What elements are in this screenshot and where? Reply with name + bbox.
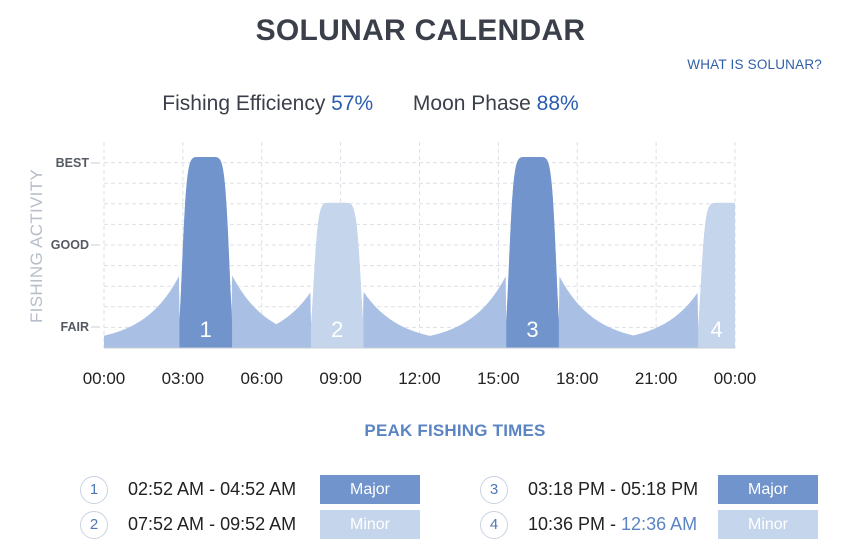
stats-bar: Fishing Efficiency 57% Moon Phase 88% [0, 92, 741, 116]
major-period-band [506, 156, 559, 348]
y-axis-title: FISHING ACTIVITY [27, 169, 46, 323]
peak-number: 3 [480, 476, 508, 504]
y-level-label: GOOD [51, 238, 89, 252]
major-badge[interactable]: Major [320, 475, 420, 504]
period-label: 2 [331, 317, 343, 342]
period-label: 1 [200, 317, 212, 342]
peak-time-range: 03:18 PM - 05:18 PM [528, 479, 699, 499]
peak-number: 4 [480, 511, 508, 539]
x-tick-label: 06:00 [240, 369, 283, 388]
fishing-efficiency-label: Fishing Efficiency [162, 92, 326, 115]
peak-row: 1 02:52 AM - 04:52 AM Major [80, 475, 420, 505]
chart-labels: 1 2 3 4 FAIR GOOD BEST FISHING ACTIVITY 00:00 03:… [27, 156, 756, 388]
minor-badge[interactable]: Minor [718, 510, 818, 539]
fishing-efficiency-value: 57% [331, 92, 374, 115]
peak-row: 3 03:18 PM - 05:18 PM Major [480, 475, 820, 505]
period-label: 4 [710, 317, 722, 342]
major-period-band [179, 156, 233, 348]
minor-badge[interactable]: Minor [320, 510, 420, 539]
y-level-label: FAIR [61, 320, 89, 334]
minor-period-band [698, 202, 735, 348]
peak-time-range: 02:52 AM - 04:52 AM [128, 479, 297, 499]
x-tick-label: 00:00 [714, 369, 757, 388]
x-tick-label: 21:00 [635, 369, 678, 388]
x-tick-label: 18:00 [556, 369, 599, 388]
peak-time-range: 10:36 PM - 12:36 AM [528, 514, 698, 534]
page-title: SOLUNAR CALENDAR [255, 14, 586, 47]
moon-phase-value: 88% [536, 92, 579, 115]
peak-fishing-times-title: PEAK FISHING TIMES [364, 421, 546, 440]
major-badge[interactable]: Major [718, 475, 818, 504]
peak-time-range: 07:52 AM - 09:52 AM [128, 514, 297, 534]
moon-phase-label: Moon Phase [412, 92, 531, 115]
x-tick-label: 00:00 [83, 369, 126, 388]
peak-number: 2 [80, 511, 108, 539]
x-tick-label: 12:00 [398, 369, 441, 388]
peak-row: 2 07:52 AM - 09:52 AM Minor [80, 510, 420, 540]
y-level-label: BEST [56, 156, 90, 170]
period-label: 3 [526, 317, 538, 342]
x-tick-label: 09:00 [319, 369, 362, 388]
peak-row: 4 10:36 PM - 12:36 AM Minor [480, 510, 820, 540]
activity-area [104, 156, 735, 348]
x-tick-label: 15:00 [477, 369, 520, 388]
minor-period-band [310, 202, 364, 348]
chart-area-layer [104, 156, 735, 348]
x-tick-label: 03:00 [162, 369, 205, 388]
what-is-solunar-link[interactable]: WHAT IS SOLUNAR? [687, 57, 822, 72]
solunar-chart: 1 2 3 4 FAIR GOOD BEST FISHING ACTIVITY 00:00 03:… [27, 142, 756, 388]
peak-number: 1 [80, 476, 108, 504]
